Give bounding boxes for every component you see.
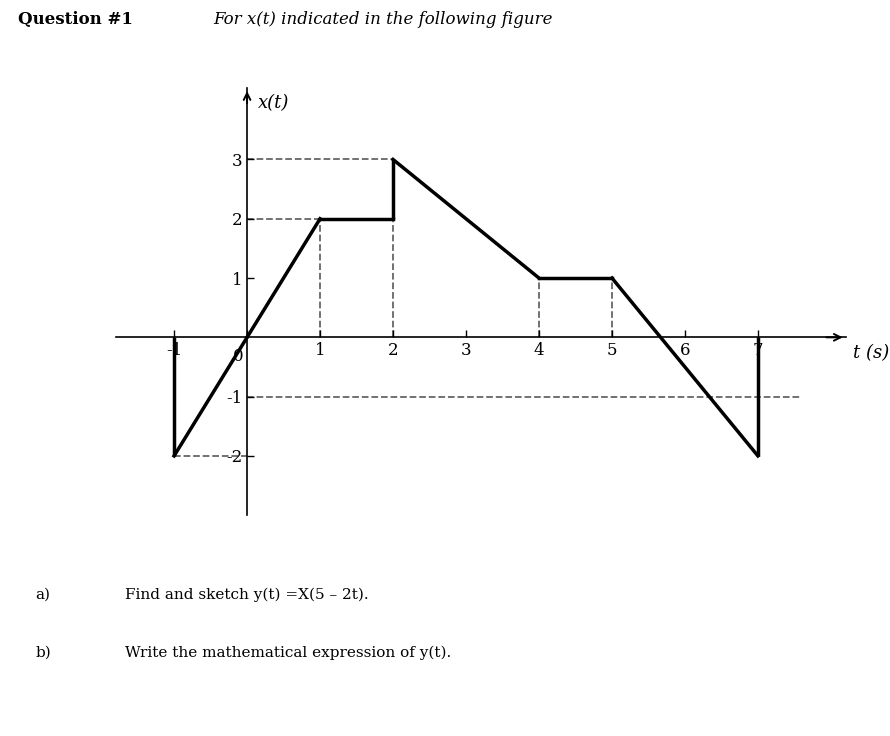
Text: Question #1: Question #1 (18, 11, 133, 28)
Text: b): b) (36, 645, 52, 659)
Text: Find and sketch y(t) =X(5 – 2t).: Find and sketch y(t) =X(5 – 2t). (125, 587, 368, 602)
Text: For x(t) indicated in the following figure: For x(t) indicated in the following figu… (214, 11, 553, 28)
Text: x(t): x(t) (258, 94, 289, 113)
Text: Write the mathematical expression of y(t).: Write the mathematical expression of y(t… (125, 645, 451, 659)
Text: 0: 0 (233, 348, 244, 365)
Text: t (s): t (s) (853, 344, 889, 362)
Text: a): a) (36, 587, 51, 601)
